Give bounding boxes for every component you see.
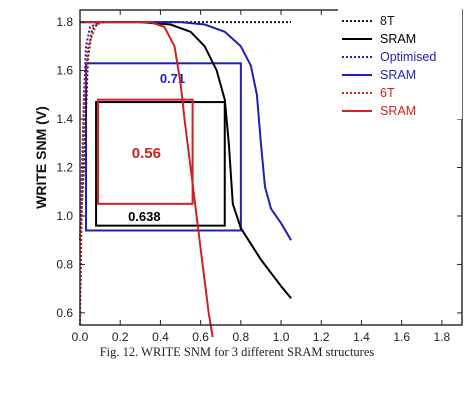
y-tick-label: 0.8	[56, 257, 73, 271]
legend-label: SRAM	[380, 32, 416, 46]
x-tick-label: 1.4	[353, 330, 370, 344]
legend-label: 8T	[380, 14, 395, 28]
legend-label: Optimised	[380, 50, 436, 64]
y-tick-label: 1.0	[56, 209, 73, 223]
x-axis-title: V	[262, 343, 272, 345]
legend-label: SRAM	[380, 104, 416, 118]
y-tick-label: 0.6	[56, 306, 73, 320]
y-axis-title: WRITE SNM (V)	[33, 106, 49, 209]
x-tick-label: 1.0	[273, 330, 290, 344]
legend-label: SRAM	[380, 68, 416, 82]
x-tick-label: 1.6	[393, 330, 410, 344]
x-tick-label: 0.4	[152, 330, 169, 344]
x-tick-label: 0.0	[72, 330, 89, 344]
legend-background	[338, 9, 462, 119]
legend-label: 6T	[380, 86, 395, 100]
series-line	[80, 21, 292, 299]
y-tick-label: 1.6	[56, 64, 73, 78]
x-tick-label: 0.2	[112, 330, 129, 344]
snm-label: 0.638	[128, 209, 161, 224]
series-line	[80, 21, 292, 241]
snm-box	[85, 62, 242, 232]
x-tick-label: 0.8	[232, 330, 249, 344]
y-tick-label: 1.2	[56, 161, 73, 175]
x-tick-label: 0.6	[192, 330, 209, 344]
x-tick-label: 1.8	[434, 330, 451, 344]
y-tick-label: 1.8	[56, 15, 73, 29]
figure-caption: Fig. 12. WRITE SNM for 3 different SRAM …	[99, 345, 375, 359]
series-line	[80, 21, 214, 338]
snm-box	[97, 98, 194, 205]
snm-label: 0.56	[132, 145, 161, 162]
snm-box	[95, 101, 226, 227]
x-tick-label: 1.2	[313, 330, 330, 344]
y-tick-label: 1.4	[56, 112, 73, 126]
